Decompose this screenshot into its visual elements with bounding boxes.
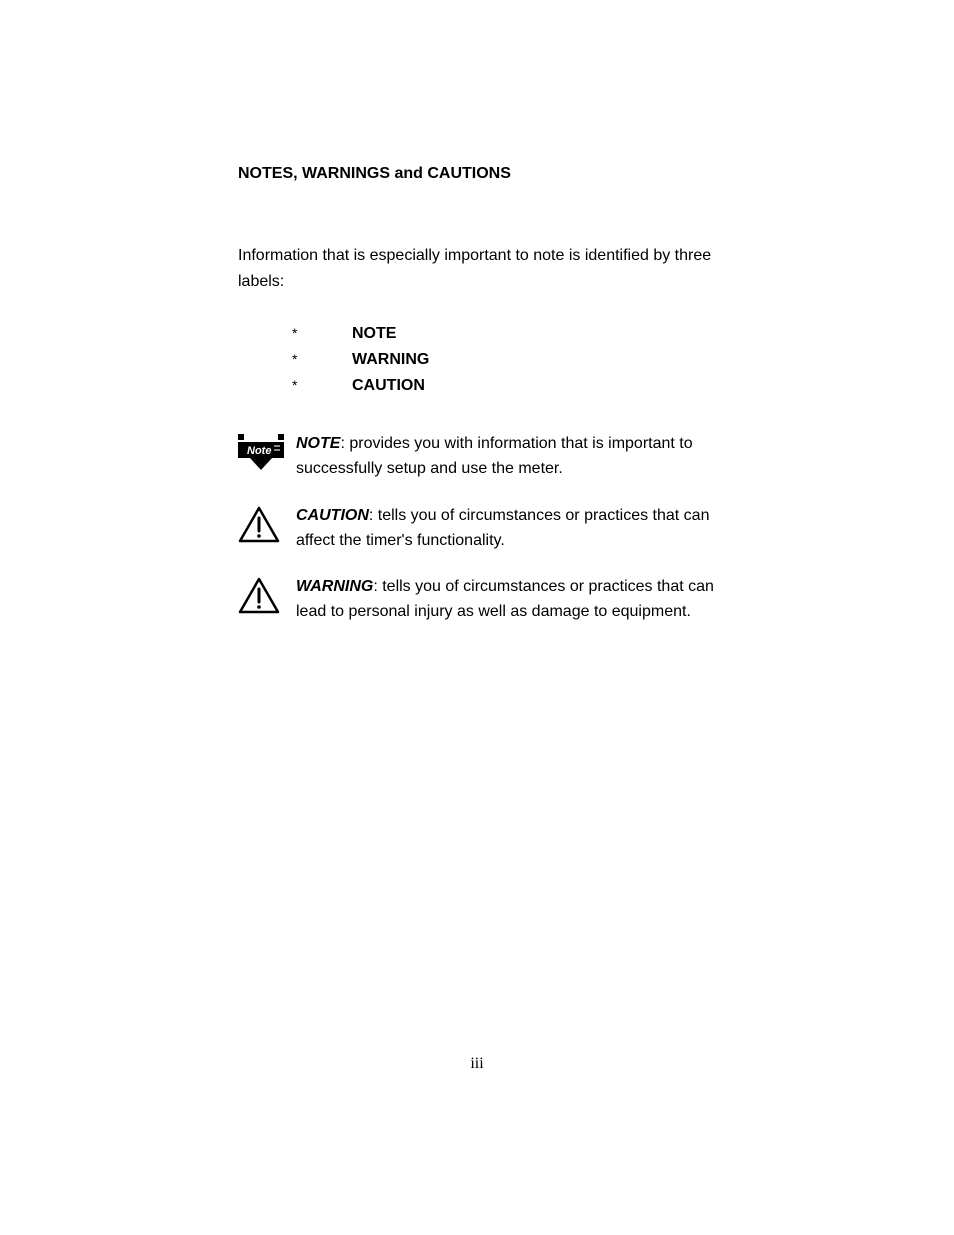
warning-text: WARNING: tells you of circumstances or p… xyxy=(296,575,744,625)
label-list: * NOTE * WARNING * CAUTION xyxy=(238,322,744,398)
note-icon-label: Note xyxy=(247,445,271,457)
intro-paragraph: Information that is especially important… xyxy=(238,243,744,294)
caution-definition: CAUTION: tells you of circumstances or p… xyxy=(238,504,744,554)
warning-icon xyxy=(238,575,296,615)
list-item: * NOTE xyxy=(292,322,744,346)
caution-text: CAUTION: tells you of circumstances or p… xyxy=(296,504,744,554)
note-body: : provides you with information that is … xyxy=(296,435,693,477)
page-number: iii xyxy=(0,1055,954,1073)
caution-label: CAUTION xyxy=(296,507,369,524)
note-text: NOTE: provides you with information that… xyxy=(296,432,744,482)
note-label: NOTE xyxy=(296,435,340,452)
bullet-label: WARNING xyxy=(352,348,429,372)
bullet-label: CAUTION xyxy=(352,374,425,398)
document-page: NOTES, WARNINGS and CAUTIONS Information… xyxy=(0,0,954,1235)
caution-icon xyxy=(238,504,296,544)
bullet-marker: * xyxy=(292,375,352,396)
page-heading: NOTES, WARNINGS and CAUTIONS xyxy=(238,165,744,183)
bullet-marker: * xyxy=(292,323,352,344)
list-item: * WARNING xyxy=(292,348,744,372)
bullet-marker: * xyxy=(292,349,352,370)
list-item: * CAUTION xyxy=(292,374,744,398)
warning-label: WARNING xyxy=(296,578,373,595)
bullet-label: NOTE xyxy=(352,322,396,346)
warning-definition: WARNING: tells you of circumstances or p… xyxy=(238,575,744,625)
note-definition: Note NOTE: provides you with information… xyxy=(238,432,744,482)
note-icon: Note xyxy=(238,432,296,472)
